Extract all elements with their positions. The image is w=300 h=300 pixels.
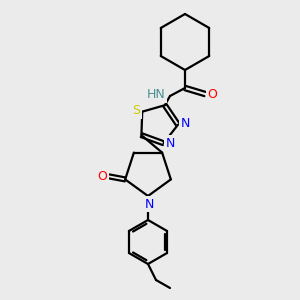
Text: N: N bbox=[180, 117, 190, 130]
Text: HN: HN bbox=[146, 88, 165, 101]
Text: O: O bbox=[207, 88, 217, 100]
Text: O: O bbox=[97, 170, 107, 183]
Text: N: N bbox=[166, 137, 175, 150]
Text: N: N bbox=[144, 197, 154, 211]
Text: S: S bbox=[132, 104, 140, 117]
